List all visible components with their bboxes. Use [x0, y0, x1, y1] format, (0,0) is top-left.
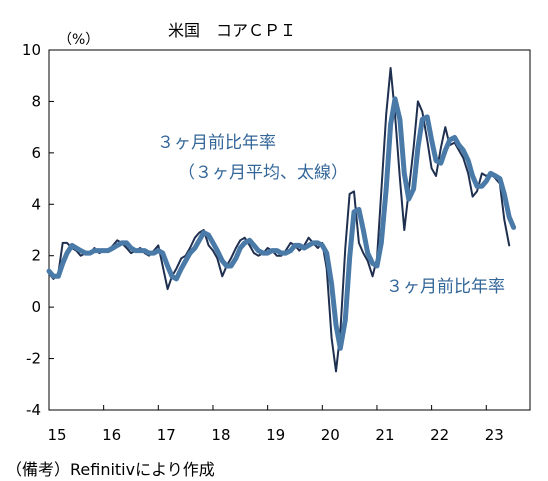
y-tick-label: 6: [31, 144, 41, 162]
x-tick-label: 21: [375, 426, 394, 444]
x-tick-label: 18: [211, 426, 230, 444]
y-tick-label: 0: [31, 298, 41, 316]
x-tick-label: 20: [321, 426, 340, 444]
source-note: （備考）Refinitivにより作成: [6, 460, 215, 479]
annotation-3m-average-line1: ３ヶ月前比年率: [157, 133, 276, 153]
series-line-3m-average: [46, 96, 517, 351]
y-tick-label: 4: [31, 195, 41, 213]
x-tick-label: 15: [47, 426, 66, 444]
annotation-3m-average-line2: （３ヶ月平均、太線）: [178, 163, 348, 183]
x-tick-label: 22: [430, 426, 449, 444]
x-tick-label: 19: [266, 426, 285, 444]
y-tick-label: -4: [26, 401, 41, 419]
y-axis: -4 -2 0 2 4 6 8 10: [22, 41, 54, 419]
series-line-3m-annualized: [48, 67, 511, 373]
series-layer: [46, 67, 517, 373]
x-tick-label: 23: [485, 426, 504, 444]
y-tick-label: 8: [31, 92, 41, 110]
y-tick-label: 10: [22, 41, 41, 59]
unit-label: （%）: [58, 32, 99, 48]
y-tick-label: -2: [26, 350, 41, 368]
chart-title: 米国 コアＣＰＩ: [168, 21, 296, 40]
y-tick-label: 2: [31, 247, 41, 265]
plot-frame: [48, 49, 531, 411]
x-axis: 15 16 17 18 19 20 21 22 23: [47, 405, 504, 444]
annotation-3m-annualized: ３ヶ月前比年率: [386, 277, 505, 297]
x-tick-label: 17: [157, 426, 176, 444]
x-tick-label: 16: [102, 426, 121, 444]
